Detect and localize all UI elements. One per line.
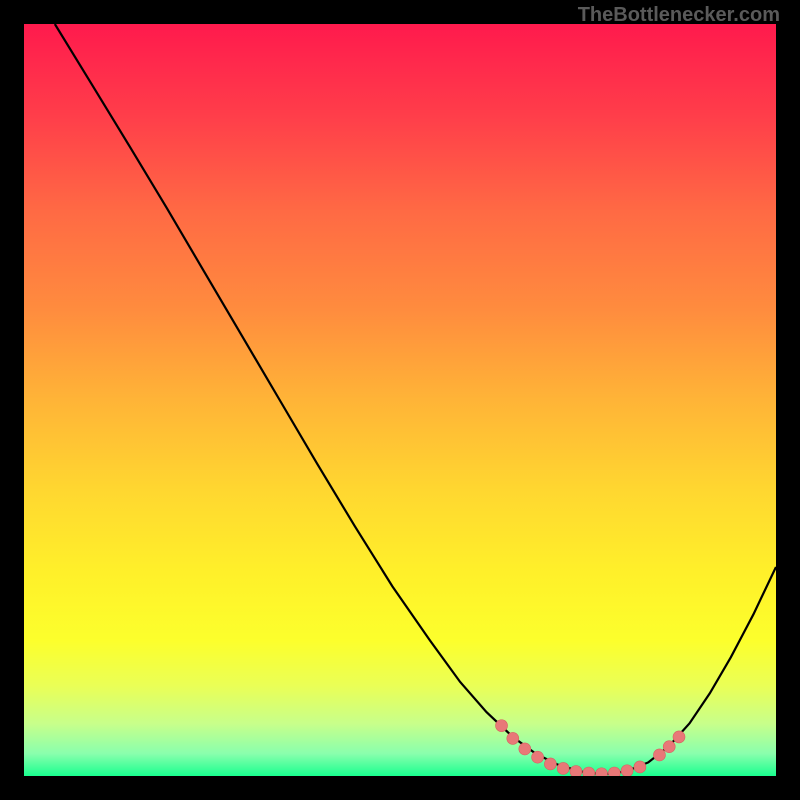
marker-point bbox=[621, 765, 633, 776]
marker-point bbox=[557, 762, 569, 774]
marker-point bbox=[496, 720, 508, 732]
watermark-text: TheBottlenecker.com bbox=[578, 4, 780, 27]
plot-area bbox=[24, 24, 776, 776]
marker-point bbox=[583, 767, 595, 776]
marker-point bbox=[673, 731, 685, 743]
marker-point bbox=[544, 758, 556, 770]
marker-point bbox=[532, 751, 544, 763]
marker-point bbox=[596, 768, 608, 776]
marker-point bbox=[663, 741, 675, 753]
marker-point bbox=[634, 761, 646, 773]
markers-group bbox=[496, 720, 685, 776]
marker-point bbox=[507, 732, 519, 744]
marker-point bbox=[653, 749, 665, 761]
curve-layer bbox=[24, 24, 776, 776]
marker-point bbox=[570, 765, 582, 776]
marker-point bbox=[608, 767, 620, 776]
marker-point bbox=[519, 743, 531, 755]
chart-container: TheBottlenecker.com bbox=[0, 0, 800, 800]
bottleneck-curve bbox=[55, 24, 776, 775]
